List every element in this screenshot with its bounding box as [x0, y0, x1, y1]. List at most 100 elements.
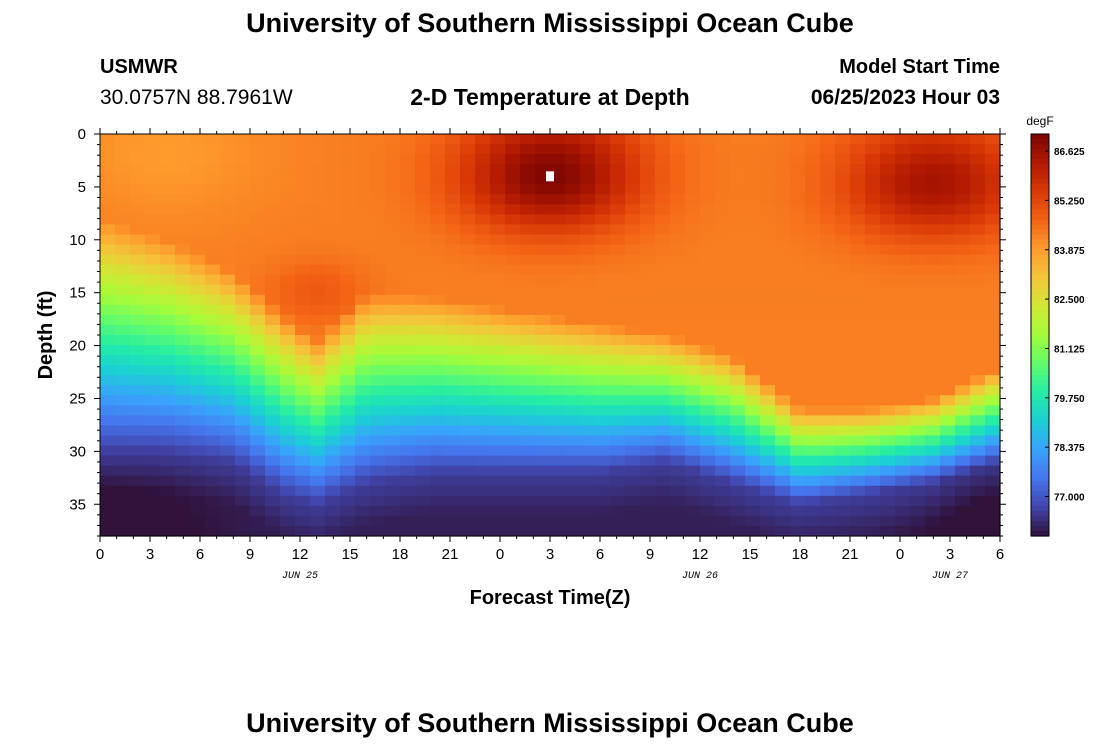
heatmap-cell [325, 475, 341, 487]
heatmap-cell [145, 304, 161, 316]
heatmap-cell [430, 314, 446, 326]
heatmap-cell [535, 385, 551, 396]
heatmap-cell [445, 174, 461, 185]
heatmap-cell [250, 224, 266, 236]
heatmap-cell [910, 455, 926, 467]
heatmap-cell [430, 134, 446, 145]
heatmap-cell [880, 264, 896, 276]
heatmap-cell [205, 244, 221, 256]
heatmap-cell [400, 495, 416, 507]
heatmap-cell [715, 184, 731, 195]
heatmap-cell [640, 405, 656, 416]
heatmap-cell [100, 365, 116, 376]
heatmap-cell [580, 435, 596, 447]
heatmap-cell [610, 254, 626, 266]
heatmap-cell [850, 274, 866, 286]
heatmap-cell [130, 324, 146, 336]
heatmap-cell [205, 294, 221, 306]
heatmap-cell [490, 204, 506, 215]
heatmap-cell [340, 485, 356, 497]
heatmap-cell [985, 174, 1001, 185]
heatmap-cell [385, 254, 401, 266]
heatmap-cell [235, 485, 251, 497]
heatmap-cell [850, 244, 866, 256]
heatmap-cell [880, 375, 896, 386]
heatmap-cell [970, 415, 986, 427]
heatmap-cell [280, 264, 296, 276]
heatmap-cell [835, 375, 851, 386]
heatmap-cell [910, 525, 926, 537]
heatmap-cell [685, 144, 701, 155]
heatmap-cell [790, 274, 806, 286]
heatmap-cell [505, 164, 521, 175]
heatmap-cell [880, 274, 896, 286]
heatmap-cell [385, 375, 401, 386]
heatmap-cell [535, 274, 551, 286]
heatmap-cell [190, 345, 206, 356]
heatmap-cell [520, 164, 536, 175]
heatmap-cell [235, 475, 251, 487]
heatmap-cell [670, 495, 686, 507]
heatmap-cell [160, 505, 176, 517]
heatmap-cell [220, 134, 236, 145]
heatmap-cell [415, 294, 431, 306]
heatmap-cell [340, 304, 356, 316]
heatmap-cell [940, 495, 956, 507]
heatmap-cell [640, 224, 656, 236]
heatmap-cell [265, 385, 281, 396]
heatmap-cell [400, 224, 416, 236]
heatmap-cell [610, 314, 626, 326]
x-tick-label: 12 [292, 546, 309, 563]
heatmap-cell [190, 475, 206, 487]
heatmap-cell [940, 415, 956, 427]
heatmap-cell [925, 194, 941, 205]
heatmap-cell [925, 415, 941, 427]
heatmap-cell [145, 154, 161, 165]
heatmap-cell [760, 445, 776, 457]
heatmap-cell [835, 475, 851, 487]
heatmap-cell [475, 435, 491, 447]
heatmap-cell [160, 294, 176, 306]
heatmap-cell [700, 264, 716, 276]
heatmap-cell [385, 485, 401, 497]
heatmap-cell [745, 284, 761, 296]
heatmap-cell [565, 144, 581, 155]
heatmap-cell [115, 445, 131, 457]
heatmap-cell [835, 154, 851, 165]
heatmap-cell [850, 335, 866, 346]
heatmap-cell [700, 495, 716, 507]
heatmap-cell [130, 184, 146, 195]
heatmap-cell [775, 405, 791, 416]
heatmap-cell [130, 435, 146, 447]
heatmap-cell [880, 505, 896, 517]
heatmap-cell [850, 395, 866, 406]
heatmap-cell [130, 224, 146, 236]
heatmap-cell [715, 385, 731, 396]
heatmap-cell [190, 204, 206, 215]
heatmap-cell [850, 184, 866, 195]
heatmap-cell [175, 234, 191, 246]
heatmap-cell [535, 455, 551, 467]
heatmap-cell [415, 525, 431, 537]
heatmap-cell [250, 264, 266, 276]
heatmap-cell [685, 234, 701, 246]
heatmap-cell [385, 204, 401, 215]
heatmap-cell [745, 385, 761, 396]
colorbar-segment [1031, 410, 1049, 417]
heatmap-cell [610, 224, 626, 236]
heatmap-cell [550, 324, 566, 336]
heatmap-cell [520, 375, 536, 386]
heatmap-cell [400, 204, 416, 215]
heatmap-cell [445, 525, 461, 537]
heatmap-cell [475, 154, 491, 165]
heatmap-cell [820, 395, 836, 406]
heatmap-cell [700, 525, 716, 537]
heatmap-cell [760, 395, 776, 406]
heatmap-cell [445, 134, 461, 145]
heatmap-cell [550, 415, 566, 427]
heatmap-cell [865, 134, 881, 145]
heatmap-cell [655, 355, 671, 366]
heatmap-cell [565, 274, 581, 286]
heatmap-cell [190, 224, 206, 236]
heatmap-cell [985, 335, 1001, 346]
